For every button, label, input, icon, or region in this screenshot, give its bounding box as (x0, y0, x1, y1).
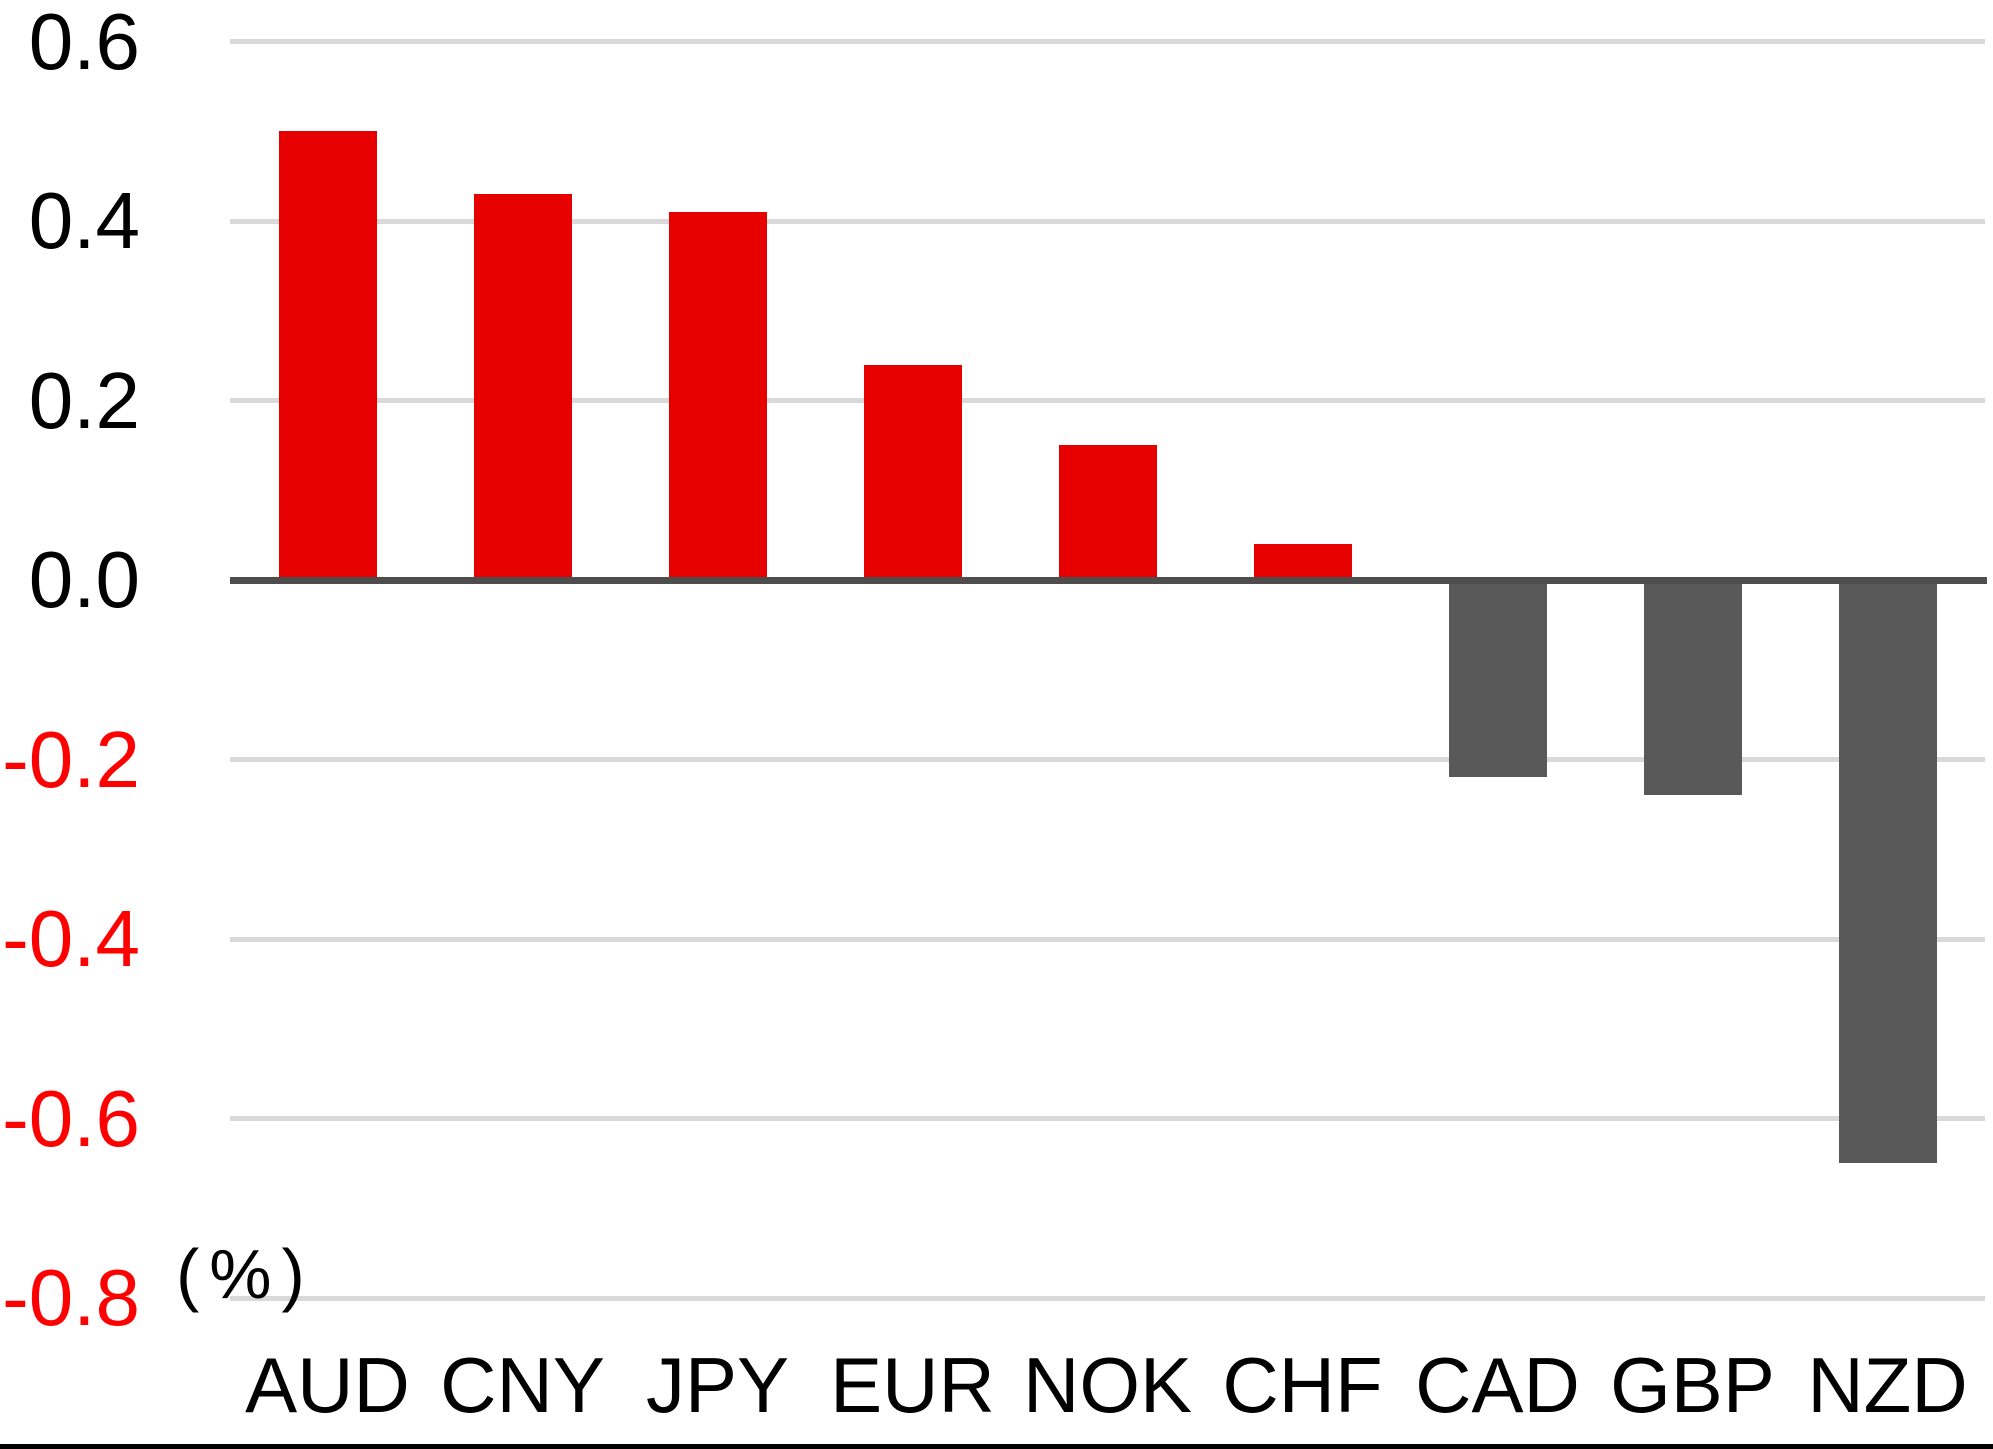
x-label-cny: CNY (440, 1341, 605, 1429)
bar-chf (1253, 544, 1352, 580)
y-tick-label: -0.4 (2, 894, 140, 983)
bar-jpy (668, 212, 767, 580)
gridline (230, 936, 1985, 942)
x-label-chf: CHF (1222, 1341, 1383, 1429)
y-tick-label: 0.4 (28, 176, 140, 265)
x-label-nzd: NZD (1807, 1341, 1968, 1429)
bar-nzd (1838, 580, 1937, 1164)
y-tick-label: 0.2 (28, 355, 140, 445)
x-label-aud: AUD (245, 1341, 410, 1429)
gridline (230, 1116, 1985, 1121)
gridline (230, 757, 1985, 762)
y-tick-label: -0.8 (2, 1253, 140, 1342)
unit-label: (%) (176, 1235, 315, 1313)
bar-aud (278, 131, 377, 580)
gridline (230, 218, 1985, 224)
gridline (230, 398, 1985, 403)
bottom-border-line (0, 1444, 1993, 1449)
x-label-cad: CAD (1415, 1341, 1580, 1429)
bar-nok (1058, 445, 1157, 580)
x-label-jpy: JPY (645, 1341, 790, 1429)
gridline (230, 1295, 1985, 1301)
x-label-eur: EUR (830, 1341, 995, 1429)
x-label-nok: NOK (1022, 1341, 1193, 1429)
zero-axis-line (230, 576, 1987, 584)
y-tick-label: -0.6 (2, 1073, 140, 1163)
x-label-gbp: GBP (1610, 1341, 1775, 1429)
bar-gbp (1643, 580, 1742, 796)
bar-cad (1448, 580, 1547, 778)
bar-cny (473, 194, 572, 580)
gridline (230, 39, 1985, 44)
bar-eur (863, 364, 962, 580)
y-tick-label: -0.2 (2, 714, 140, 804)
y-tick-label: 0.6 (28, 0, 140, 86)
y-tick-label: 0.0 (28, 535, 140, 624)
